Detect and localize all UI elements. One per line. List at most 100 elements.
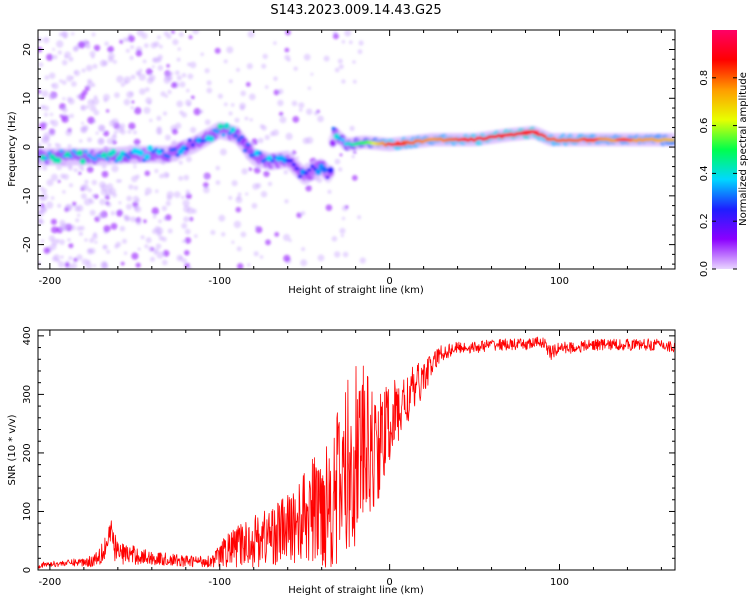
speckle-mark (348, 40, 353, 45)
speckle-mark (178, 32, 184, 37)
speckle-mark (57, 203, 62, 208)
y-tick-label: 10 (22, 92, 33, 105)
speckle-mark (73, 168, 78, 173)
spectrogram-frame (37, 29, 676, 270)
speckle-mark (245, 82, 251, 87)
speckle-mark (273, 89, 280, 96)
ridge-core-mark (542, 134, 547, 138)
speckle-mark (215, 180, 221, 186)
speckle-mark (133, 185, 139, 191)
speckle-mark (184, 237, 192, 244)
speckle-mark (293, 66, 298, 71)
speckle-mark (42, 165, 48, 171)
speckle-mark (74, 205, 81, 212)
ridge-core-mark (55, 157, 62, 164)
ridge-core-mark (92, 157, 98, 161)
speckle-mark (169, 71, 174, 76)
speckle-mark (291, 100, 298, 107)
speckle-mark (251, 202, 258, 209)
speckle-mark (80, 105, 85, 110)
speckle-mark (58, 261, 65, 268)
speckle-mark (176, 100, 184, 108)
speckle-mark (111, 165, 119, 173)
speckle-mark (87, 137, 92, 143)
speckle-mark (284, 47, 290, 53)
speckle-mark (76, 94, 80, 99)
speckle-mark (104, 194, 110, 200)
speckle-mark (123, 80, 128, 85)
speckle-mark (162, 250, 170, 257)
speckle-mark (64, 262, 70, 268)
ridge-core-mark (297, 174, 303, 179)
speckle-mark (160, 91, 166, 97)
speckle-mark (278, 111, 284, 117)
speckle-mark (248, 167, 253, 171)
speckle-mark (178, 175, 184, 181)
speckle-mark (155, 189, 159, 193)
speckle-mark (164, 134, 171, 141)
speckle-mark (107, 45, 114, 53)
speckle-mark (190, 95, 195, 100)
hot-spot-mark (457, 138, 476, 142)
ridge-core-mark (572, 138, 578, 143)
speckle-mark (291, 150, 297, 155)
speckle-mark (298, 102, 305, 109)
speckle-mark (129, 55, 134, 61)
speckle-mark (158, 219, 162, 224)
speckle-mark (91, 179, 98, 186)
speckle-mark (115, 241, 122, 247)
ridge-core-mark (315, 168, 322, 176)
ridge-core-mark (184, 146, 189, 151)
speckle-mark (61, 31, 69, 38)
speckle-mark (128, 184, 134, 190)
speckle-mark (86, 105, 90, 109)
speckle-mark (59, 239, 65, 246)
speckle-mark (223, 102, 228, 107)
ridge-core-mark (166, 154, 171, 159)
speckle-mark (131, 252, 139, 260)
x-tick-label: -200 (39, 577, 62, 588)
speckle-mark (339, 227, 346, 234)
hot-spot-mark (615, 138, 633, 142)
speckle-mark (61, 223, 70, 231)
speckle-mark (122, 238, 127, 244)
speckle-mark (127, 35, 135, 43)
speckle-mark (102, 60, 108, 66)
ridge-core-mark (217, 123, 224, 130)
speckle-mark (300, 211, 306, 216)
speckle-mark (352, 60, 356, 64)
speckle-mark (177, 47, 181, 51)
speckle-mark (50, 196, 55, 200)
speckle-mark (323, 55, 330, 62)
speckle-mark (219, 148, 227, 156)
speckle-mark (331, 236, 338, 242)
speckle-mark (259, 255, 264, 259)
speckle-mark (95, 131, 99, 135)
ridge-core-mark (325, 175, 330, 180)
speckle-mark (123, 251, 128, 255)
speckle-mark (68, 56, 74, 62)
ridge-core-mark (187, 138, 193, 142)
speckle-mark (257, 137, 264, 144)
speckle-mark (133, 195, 139, 202)
speckle-mark (89, 50, 96, 57)
speckle-mark (39, 105, 45, 110)
speckle-mark (108, 52, 115, 60)
speckle-mark (157, 35, 161, 40)
speckle-mark (357, 215, 362, 220)
speckle-mark (144, 192, 149, 196)
speckle-mark (106, 202, 112, 208)
speckle-mark (210, 230, 216, 235)
speckle-mark (134, 107, 142, 115)
x-tick-label: 100 (550, 276, 569, 287)
speckle-mark (342, 251, 349, 258)
speckle-mark (253, 166, 261, 174)
y-tick-label: 0 (22, 144, 33, 150)
speckle-mark (86, 166, 94, 173)
speckle-mark (332, 33, 339, 40)
y-tick-label: -10 (22, 188, 33, 204)
speckle-mark (60, 255, 64, 259)
speckle-mark (152, 57, 157, 63)
speckle-mark (157, 65, 164, 71)
